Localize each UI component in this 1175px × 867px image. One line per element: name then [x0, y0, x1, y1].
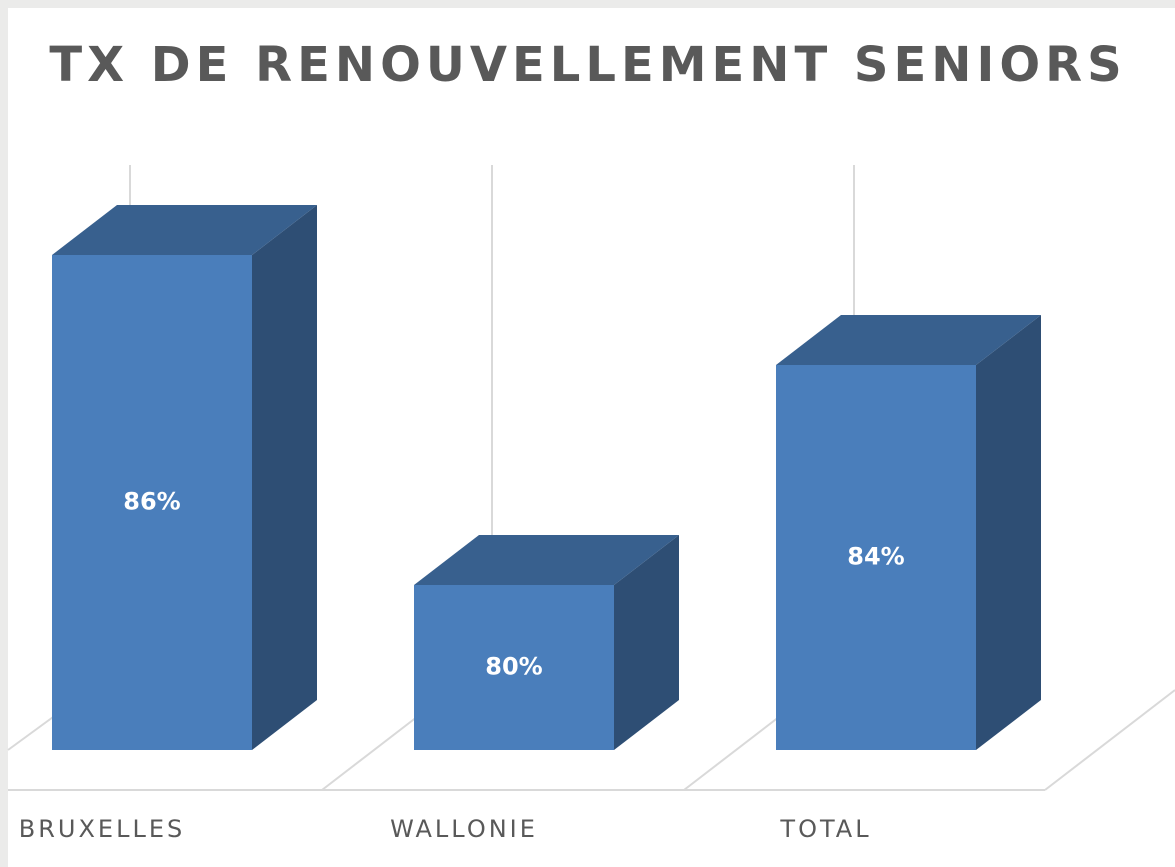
chart-title: TX DE RENOUVELLEMENT SENIORS	[49, 37, 1126, 93]
bar-top	[776, 315, 1041, 365]
bar-side	[614, 535, 679, 750]
x-tick-label: BRUXELLES	[19, 815, 185, 843]
x-tick-label: WALLONIE	[390, 815, 538, 843]
bar	[52, 255, 252, 750]
bar	[414, 585, 614, 750]
bar-side	[976, 315, 1041, 750]
value-label: 80%	[485, 653, 542, 681]
bar	[776, 365, 976, 750]
value-label: 84%	[847, 543, 904, 571]
value-label: 86%	[123, 488, 180, 516]
bar-top	[52, 205, 317, 255]
x-tick-label: TOTAL	[779, 815, 871, 843]
bar-top	[414, 535, 679, 585]
bar-side	[252, 205, 317, 750]
